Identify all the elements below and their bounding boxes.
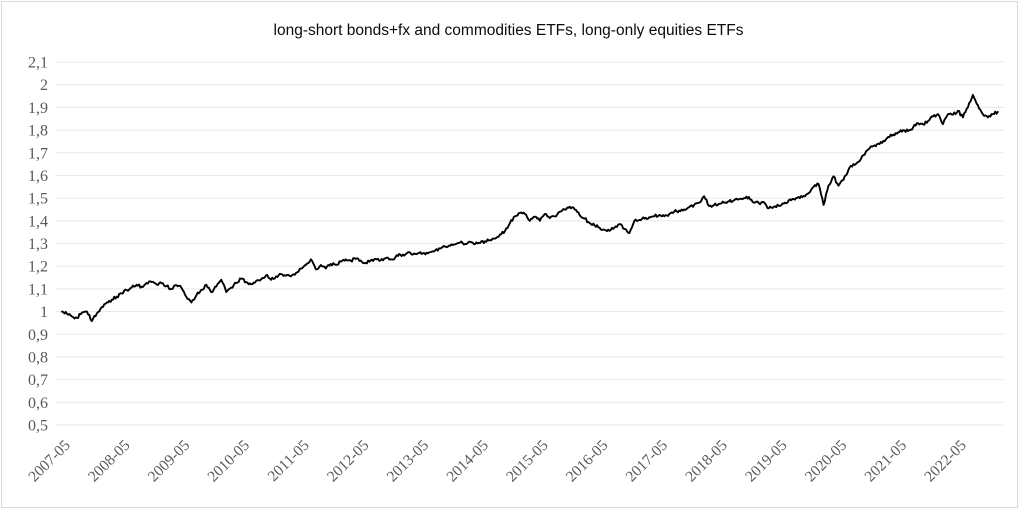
x-tick-label: 2007-05 — [25, 437, 74, 486]
y-tick-label: 1,8 — [28, 123, 48, 140]
x-tick-label: 2020-05 — [802, 437, 851, 486]
y-tick-label: 1,7 — [28, 145, 48, 162]
x-tick-label: 2009-05 — [145, 437, 194, 486]
y-tick-label: 1,4 — [28, 213, 48, 230]
y-tick-label: 0,8 — [28, 349, 48, 366]
y-tick-label: 0,5 — [28, 418, 48, 435]
y-tick-label: 1 — [40, 304, 48, 321]
y-tick-label: 1,6 — [28, 168, 48, 185]
x-tick-label: 2018-05 — [682, 437, 731, 486]
x-tick-label: 2012-05 — [324, 437, 373, 486]
x-tick-label: 2011-05 — [265, 437, 313, 485]
y-tick-label: 0,7 — [28, 372, 48, 389]
y-tick-label: 1,1 — [28, 281, 48, 298]
y-tick-label: 1,2 — [28, 259, 48, 276]
chart-title: long-short bonds+fx and commodities ETFs… — [273, 22, 744, 39]
series-line — [61, 93, 999, 323]
y-tick-label: 2 — [40, 77, 48, 94]
y-tick-label: 0,9 — [28, 327, 48, 344]
x-tick-label: 2013-05 — [384, 437, 433, 486]
y-tick-label: 1,5 — [28, 191, 48, 208]
x-tick-label: 2008-05 — [85, 437, 134, 486]
y-tick-label: 1,3 — [28, 236, 48, 253]
x-tick-label: 2022-05 — [921, 437, 970, 486]
y-tick-label: 0,6 — [28, 395, 48, 412]
y-tick-label: 2,1 — [28, 55, 48, 72]
y-tick-label: 1,9 — [28, 100, 48, 117]
x-tick-label: 2016-05 — [563, 437, 612, 486]
x-tick-label: 2017-05 — [623, 437, 672, 486]
x-tick-label: 2019-05 — [742, 437, 791, 486]
x-tick-label: 2021-05 — [861, 437, 910, 486]
x-tick-label: 2010-05 — [204, 437, 253, 486]
x-tick-label: 2014-05 — [443, 437, 492, 486]
x-tick-label: 2015-05 — [503, 437, 552, 486]
